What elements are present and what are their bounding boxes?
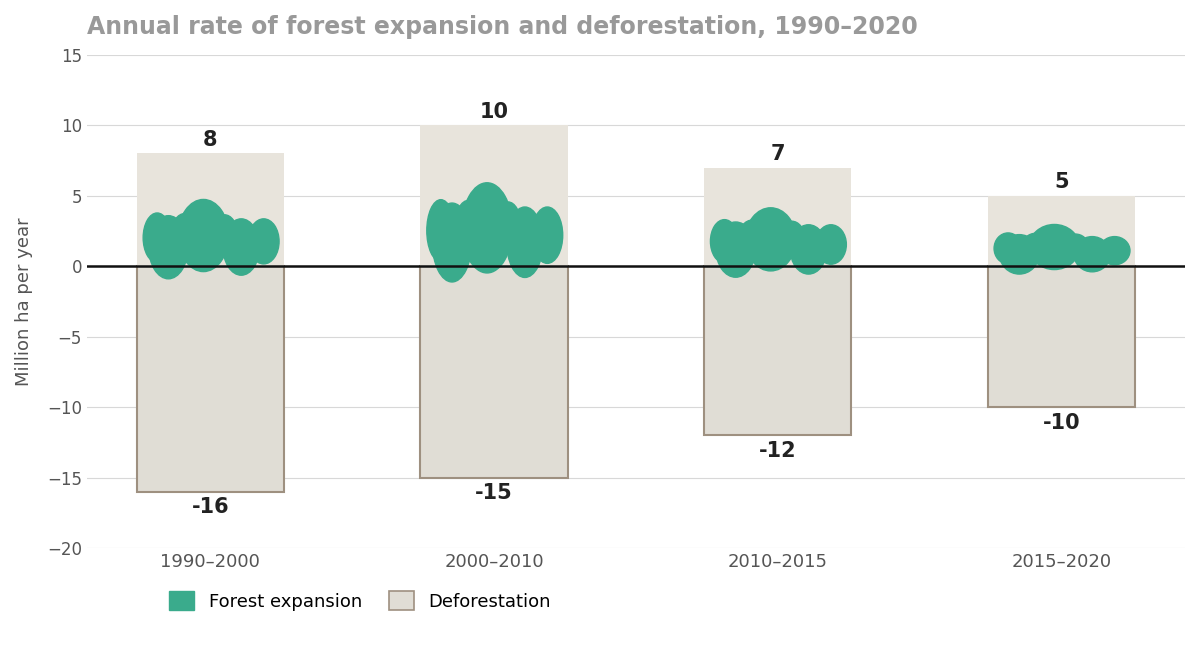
Bar (262, 252, 265, 257)
Bar (1112, 257, 1117, 260)
Bar (988, 196, 1135, 266)
Ellipse shape (1099, 237, 1130, 265)
Bar (991, 196, 1132, 266)
Ellipse shape (149, 216, 188, 279)
Bar (506, 237, 510, 243)
Bar (750, 248, 755, 251)
Bar (200, 251, 206, 259)
Bar (704, 168, 852, 266)
Bar (184, 245, 187, 249)
Bar (155, 250, 160, 255)
Ellipse shape (455, 200, 482, 251)
Ellipse shape (143, 213, 172, 263)
Bar (1073, 252, 1078, 254)
Bar (1034, 253, 1038, 255)
Bar (522, 257, 528, 264)
Text: -15: -15 (475, 483, 512, 503)
Bar (722, 252, 726, 256)
Text: 10: 10 (480, 102, 509, 122)
Y-axis label: Million ha per year: Million ha per year (14, 217, 32, 386)
Ellipse shape (710, 220, 738, 263)
Legend: Forest expansion, Deforestation: Forest expansion, Deforestation (162, 584, 558, 618)
Ellipse shape (1000, 234, 1039, 274)
Bar (137, 153, 284, 266)
Ellipse shape (223, 219, 259, 275)
Bar (790, 246, 794, 249)
Ellipse shape (248, 219, 280, 264)
Ellipse shape (1074, 237, 1110, 272)
Bar (1006, 256, 1010, 259)
Bar (449, 257, 455, 266)
Bar (805, 259, 811, 265)
Bar (1051, 257, 1058, 261)
Text: -16: -16 (192, 497, 229, 517)
Text: 7: 7 (770, 144, 785, 164)
Bar (1090, 261, 1094, 265)
Ellipse shape (506, 207, 544, 277)
Ellipse shape (816, 224, 846, 264)
Bar (424, 125, 564, 266)
Bar (708, 168, 847, 266)
Ellipse shape (178, 200, 229, 271)
Bar (222, 243, 227, 247)
Text: 5: 5 (1054, 172, 1069, 192)
Bar (484, 248, 491, 257)
Bar (767, 253, 774, 259)
Ellipse shape (716, 222, 755, 277)
Bar (137, 266, 284, 492)
Text: Annual rate of forest expansion and deforestation, 1990–2020: Annual rate of forest expansion and defo… (86, 15, 918, 39)
Bar (545, 249, 550, 254)
Ellipse shape (532, 207, 563, 263)
Text: 8: 8 (203, 130, 217, 150)
Ellipse shape (738, 220, 767, 255)
Ellipse shape (427, 200, 455, 262)
Bar (420, 125, 568, 266)
Text: -10: -10 (1043, 413, 1080, 433)
Bar (239, 259, 244, 264)
Ellipse shape (1063, 234, 1088, 257)
Ellipse shape (172, 214, 199, 254)
Bar (704, 266, 852, 436)
Ellipse shape (779, 221, 804, 253)
Ellipse shape (745, 208, 796, 271)
Bar (829, 254, 833, 258)
Ellipse shape (1022, 233, 1050, 259)
Ellipse shape (1030, 224, 1080, 269)
Ellipse shape (791, 224, 827, 274)
Bar (420, 266, 568, 478)
Bar (166, 259, 172, 266)
Text: -12: -12 (758, 441, 797, 461)
Ellipse shape (496, 202, 521, 247)
Ellipse shape (432, 203, 472, 282)
Ellipse shape (462, 183, 512, 273)
Bar (733, 260, 738, 266)
Ellipse shape (212, 215, 238, 251)
Bar (140, 153, 281, 266)
Ellipse shape (994, 233, 1022, 264)
Bar (988, 266, 1135, 407)
Bar (1016, 262, 1022, 266)
Bar (467, 240, 470, 245)
Bar (439, 246, 443, 252)
